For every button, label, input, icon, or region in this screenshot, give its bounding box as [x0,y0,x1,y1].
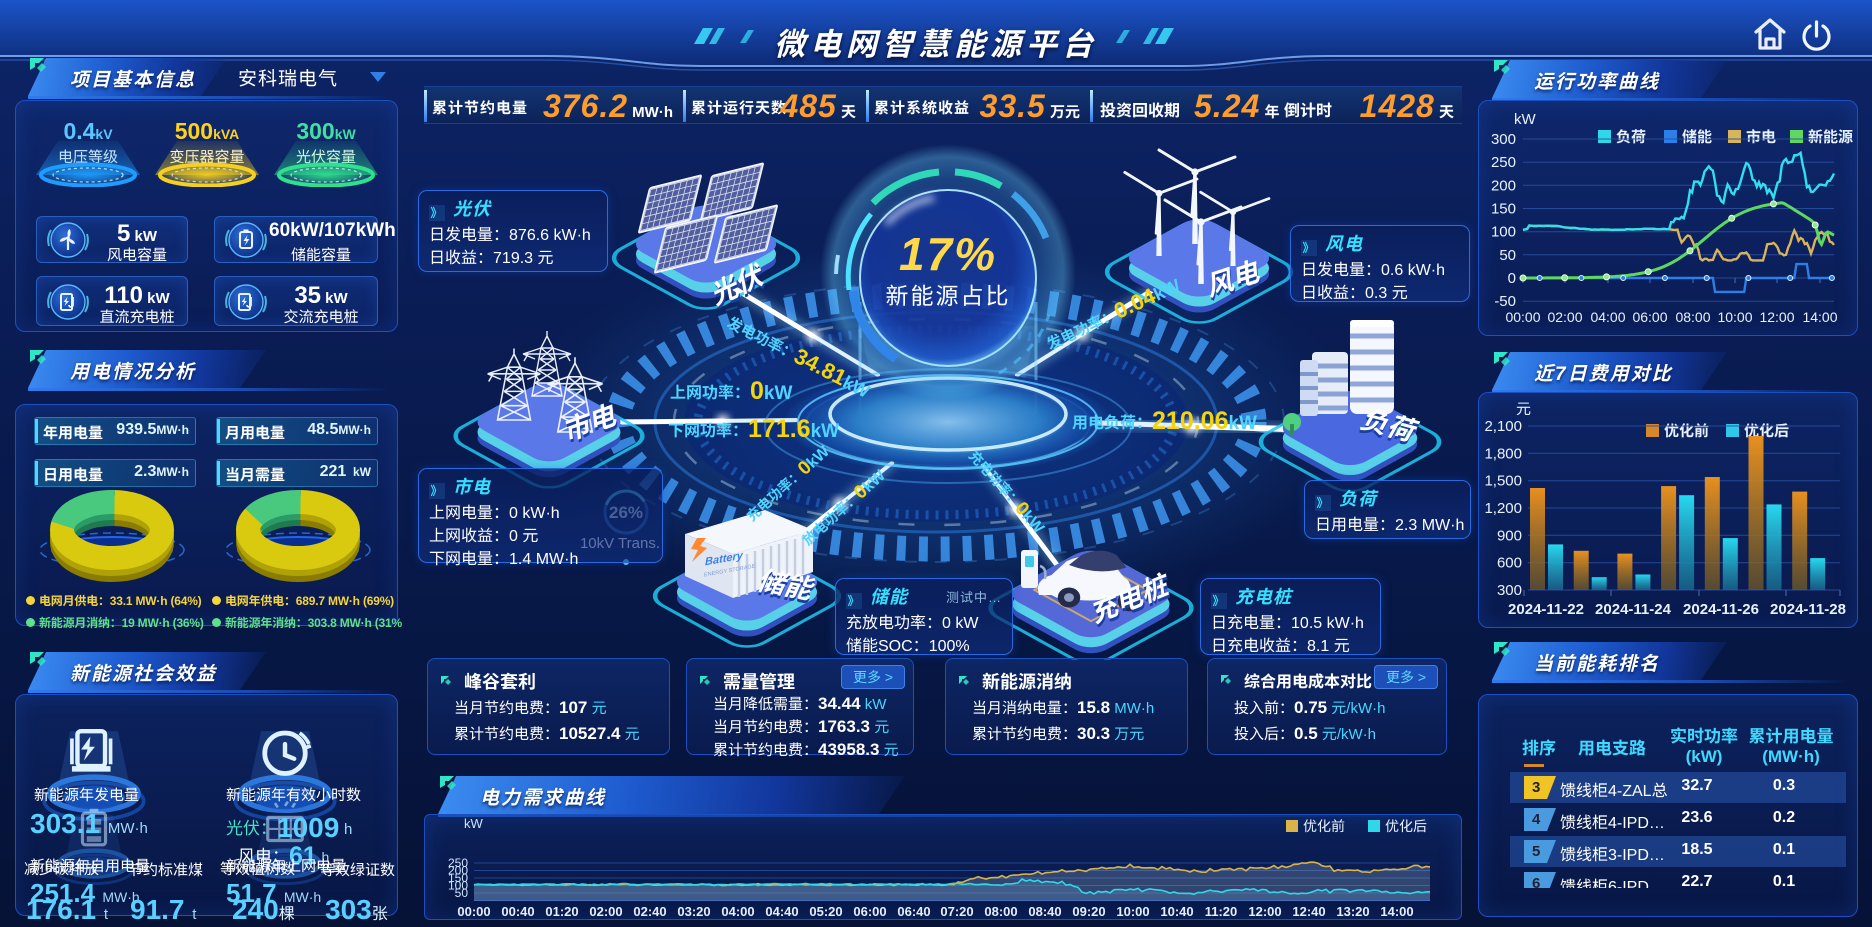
svg-text:300: 300 [1491,131,1516,148]
svg-text:14:00: 14:00 [1380,904,1413,919]
svg-text:50: 50 [455,886,469,900]
svg-text:0: 0 [1508,270,1516,287]
svg-text:新能源: 新能源 [1808,129,1853,146]
svg-text:14:00: 14:00 [1802,309,1837,325]
svg-text:10:00: 10:00 [1717,309,1752,325]
svg-text:kW: kW [1514,111,1537,128]
svg-text:00:00: 00:00 [457,904,490,919]
svg-text:04:40: 04:40 [765,904,798,919]
svg-text:08:00: 08:00 [984,904,1017,919]
svg-text:17%: 17% [899,228,997,280]
svg-text:300: 300 [1497,582,1522,599]
svg-text:2024-11-24: 2024-11-24 [1595,601,1672,618]
svg-text:市电: 市电 [1746,129,1776,146]
svg-text:1,200: 1,200 [1484,500,1522,517]
svg-text:05:20: 05:20 [809,904,842,919]
svg-text:11:20: 11:20 [1205,904,1238,919]
svg-text:100: 100 [448,879,468,893]
svg-text:01:20: 01:20 [545,904,578,919]
svg-text:00:00: 00:00 [1505,309,1540,325]
svg-text:10:00: 10:00 [1116,904,1149,919]
svg-text:2024-11-22: 2024-11-22 [1508,601,1584,618]
svg-text:250: 250 [448,856,468,870]
svg-text:12:00: 12:00 [1248,904,1281,919]
svg-text:03:20: 03:20 [677,904,710,919]
svg-text:2024-11-26: 2024-11-26 [1683,601,1759,618]
svg-text:优化后: 优化后 [1385,818,1427,834]
svg-text:08:00: 08:00 [1675,309,1710,325]
svg-text:04:00: 04:00 [721,904,754,919]
svg-text:2024-11-28: 2024-11-28 [1770,601,1846,618]
svg-text:02:00: 02:00 [1547,309,1582,325]
svg-text:06:00: 06:00 [853,904,886,919]
svg-text:900: 900 [1497,527,1522,544]
svg-text:200: 200 [448,864,468,878]
svg-text:储能: 储能 [1682,129,1712,146]
svg-text:2,100: 2,100 [1484,418,1522,435]
svg-text:150: 150 [1491,201,1516,218]
svg-text:元: 元 [1516,401,1531,418]
svg-text:优化前: 优化前 [1303,818,1345,834]
svg-text:50: 50 [1499,247,1516,264]
svg-text:02:40: 02:40 [633,904,666,919]
svg-text:02:00: 02:00 [589,904,622,919]
svg-text:00:40: 00:40 [501,904,534,919]
svg-text:04:00: 04:00 [1590,309,1625,325]
svg-text:1,800: 1,800 [1484,445,1522,462]
svg-text:100: 100 [1491,224,1516,241]
svg-text:1,500: 1,500 [1484,473,1522,490]
svg-text:12:40: 12:40 [1292,904,1325,919]
svg-text:12:00: 12:00 [1759,309,1794,325]
svg-text:kW: kW [464,816,484,831]
svg-text:600: 600 [1497,555,1522,572]
svg-text:新能源占比: 新能源占比 [886,283,1011,309]
svg-text:08:40: 08:40 [1028,904,1061,919]
svg-text:07:20: 07:20 [940,904,973,919]
svg-text:150: 150 [448,871,468,885]
svg-text:06:40: 06:40 [897,904,930,919]
svg-text:负荷: 负荷 [1616,129,1646,146]
svg-text:06:00: 06:00 [1632,309,1667,325]
svg-text:09:20: 09:20 [1072,904,1105,919]
svg-text:优化后: 优化后 [1744,423,1789,440]
svg-text:200: 200 [1491,177,1516,194]
svg-text:13:20: 13:20 [1336,904,1369,919]
svg-text:-50: -50 [1494,293,1516,310]
svg-text:优化前: 优化前 [1664,423,1709,440]
svg-text:250: 250 [1491,154,1516,171]
svg-text:10:40: 10:40 [1160,904,1193,919]
